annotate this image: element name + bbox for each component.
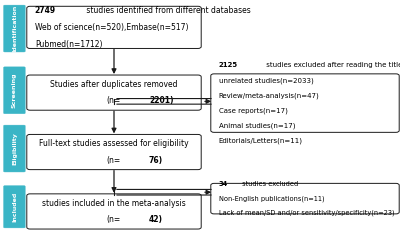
FancyBboxPatch shape	[4, 186, 25, 228]
Text: Non-English publications(n=11): Non-English publications(n=11)	[219, 195, 324, 202]
Text: Eligibility: Eligibility	[12, 132, 17, 165]
Text: studies included in the meta-analysis: studies included in the meta-analysis	[42, 199, 186, 208]
Text: Studies after duplicates removed: Studies after duplicates removed	[50, 80, 178, 89]
FancyBboxPatch shape	[4, 5, 25, 52]
Text: 2201): 2201)	[149, 96, 174, 106]
Text: 34: 34	[219, 181, 228, 187]
Text: unrelated studies(n=2033): unrelated studies(n=2033)	[219, 77, 314, 84]
FancyBboxPatch shape	[27, 134, 201, 170]
Text: 2749: 2749	[35, 6, 56, 15]
FancyBboxPatch shape	[4, 125, 25, 172]
Text: 76): 76)	[149, 156, 163, 165]
Text: (n=: (n=	[107, 156, 121, 165]
Text: Case reports(n=17): Case reports(n=17)	[219, 107, 288, 114]
Text: Full-text studies assessed for eligibility: Full-text studies assessed for eligibili…	[39, 139, 189, 148]
FancyBboxPatch shape	[27, 6, 201, 48]
Text: Pubmed(n=1712): Pubmed(n=1712)	[35, 40, 102, 48]
Text: Identification: Identification	[12, 5, 17, 52]
Text: (n=: (n=	[107, 215, 121, 224]
Text: Screening: Screening	[12, 72, 17, 108]
Text: Editorials/Letters(n=11): Editorials/Letters(n=11)	[219, 138, 303, 144]
Text: Review/meta-analysis(n=47): Review/meta-analysis(n=47)	[219, 92, 320, 99]
Text: studies excluded after reading the title and abstract: studies excluded after reading the title…	[264, 62, 400, 68]
FancyBboxPatch shape	[4, 67, 25, 114]
FancyBboxPatch shape	[211, 183, 399, 214]
Text: studies excluded: studies excluded	[240, 181, 298, 187]
Text: Included: Included	[12, 192, 17, 222]
Text: 42): 42)	[149, 215, 163, 224]
Text: Animal studies(n=17): Animal studies(n=17)	[219, 123, 295, 129]
Text: Web of science(n=520),Embase(n=517): Web of science(n=520),Embase(n=517)	[35, 23, 188, 32]
Text: 2125: 2125	[219, 62, 238, 68]
FancyBboxPatch shape	[211, 74, 399, 132]
FancyBboxPatch shape	[27, 194, 201, 229]
Text: Lack of mean/SD and/or sensitivity/specificity(n=23): Lack of mean/SD and/or sensitivity/speci…	[219, 210, 394, 216]
Text: (n=: (n=	[107, 96, 121, 106]
FancyBboxPatch shape	[27, 75, 201, 110]
Text: studies identified from different databases: studies identified from different databa…	[84, 6, 251, 15]
